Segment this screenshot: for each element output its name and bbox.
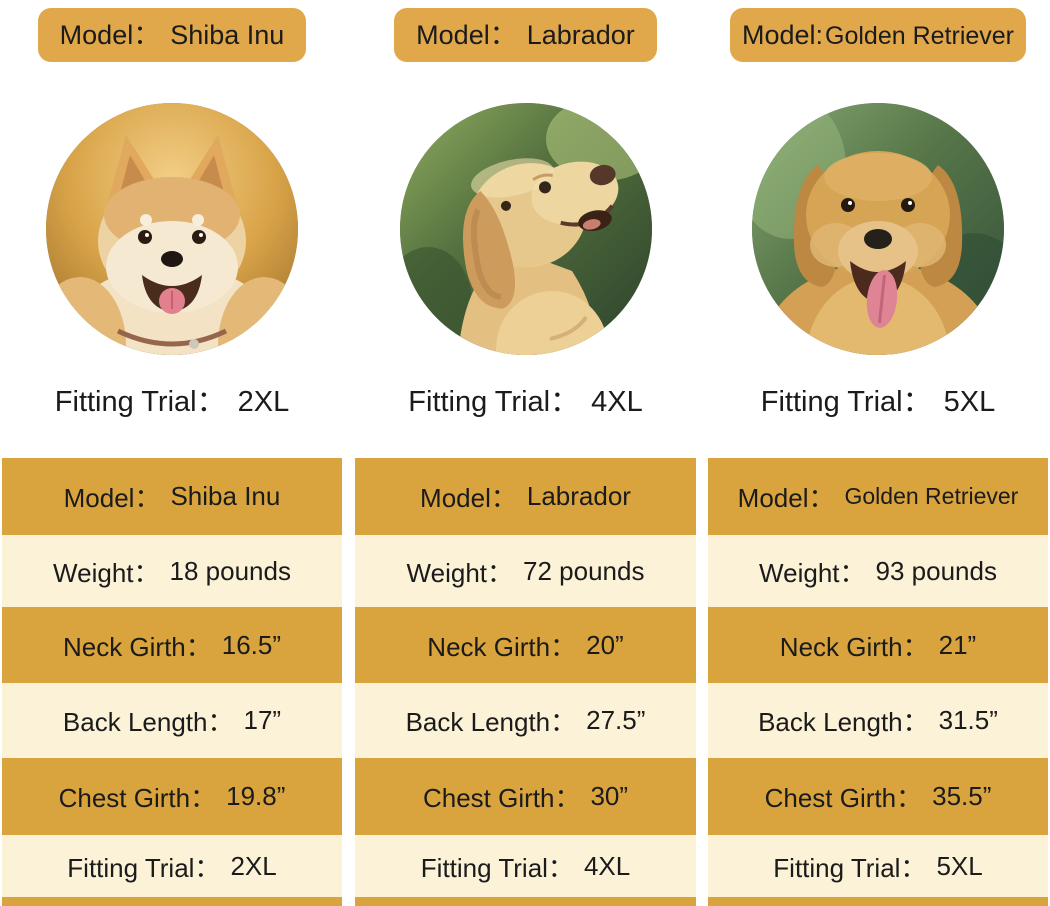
fitting-trial-value: 5XL — [943, 386, 996, 418]
model-badge-value: Shiba Inu — [170, 20, 285, 50]
model-badge: Model:Golden Retriever — [729, 8, 1027, 62]
row-value: 31.5” — [938, 705, 998, 735]
column-labrador: Model： Labrador — [355, 0, 696, 906]
row-label: Back Length： — [62, 707, 234, 737]
model-badge-label: Model： — [59, 20, 161, 50]
labrador-photo — [399, 103, 652, 355]
table-row-weight: Weight： 72 pounds — [355, 535, 696, 607]
table-row-weight: Weight： 93 pounds — [708, 535, 1048, 607]
row-label: Fitting Trial： — [67, 852, 221, 883]
table-row-weight: Weight： 18 pounds — [2, 535, 342, 607]
model-badge-value: Labrador — [526, 20, 635, 50]
table-row-chest-girth: Chest Girth： 30” — [355, 758, 696, 835]
model-badge-label: Model： — [416, 20, 517, 50]
model-badge-wrap: Model:Golden Retriever — [708, 8, 1048, 62]
table-row-back-length: Back Length： 17” — [2, 683, 342, 758]
model-badge: Model： Labrador — [394, 8, 657, 62]
row-value: Shiba Inu — [170, 481, 281, 511]
size-table-golden-retriever: Model： Golden Retriever Weight： 93 pounds … — [708, 458, 1048, 906]
row-label: Chest Girth： — [58, 783, 217, 813]
fitting-trial-label: Fitting Trial： — [408, 386, 580, 418]
size-table-labrador: Model： Labrador Weight： 72 pounds Neck Gir… — [355, 458, 696, 906]
table-row-fitting-trial: Fitting Trial： 5XL — [708, 835, 1048, 897]
fitting-trial-value: 4XL — [591, 386, 643, 418]
row-value: 21” — [938, 629, 977, 660]
row-label: Neck Girth： — [427, 631, 577, 662]
row-label: Weight： — [759, 557, 866, 588]
fitting-trial-label: Fitting Trial： — [54, 386, 226, 418]
table-row-back-length: Back Length： 27.5” — [355, 683, 696, 758]
row-value: 4XL — [583, 850, 631, 881]
row-value: 2XL — [230, 850, 277, 881]
model-badge-wrap: Model： Shiba Inu — [2, 8, 342, 62]
model-badge-wrap: Model： Labrador — [355, 8, 696, 62]
table-row-cutoff — [355, 897, 696, 906]
row-value: 93 pounds — [875, 555, 997, 586]
row-label: Chest Girth： — [422, 783, 581, 813]
table-row-fitting-trial: Fitting Trial： 4XL — [355, 835, 696, 897]
model-badge-value: Golden Retriever — [825, 22, 1015, 50]
row-value: 16.5” — [221, 629, 282, 660]
row-label: Chest Girth： — [764, 783, 923, 813]
table-row-neck-girth: Neck Girth： 21” — [708, 607, 1048, 683]
row-value: Golden Retriever — [844, 483, 1019, 509]
golden-retriever-photo — [752, 103, 1004, 355]
column-shiba-inu: Model： Shiba Inu — [2, 0, 342, 906]
row-label: Model： — [63, 483, 161, 513]
size-table-shiba-inu: Model： Shiba Inu Weight： 18 pounds Neck Gi… — [2, 458, 342, 906]
fitting-trial-label: Fitting Trial： — [760, 386, 932, 418]
table-row-back-length: Back Length： 31.5” — [708, 683, 1048, 758]
table-row-fitting-trial: Fitting Trial： 2XL — [2, 835, 342, 897]
fitting-trial-line: Fitting Trial： 2XL — [2, 378, 342, 420]
table-row-cutoff — [2, 897, 342, 906]
column-golden-retriever: Model:Golden Retriever — [708, 0, 1048, 906]
table-row-neck-girth: Neck Girth： 16.5” — [2, 607, 342, 683]
fitting-trial-line: Fitting Trial： 5XL — [708, 378, 1048, 420]
row-label: Weight： — [406, 557, 513, 588]
row-label: Model： — [420, 483, 517, 513]
row-label: Back Length： — [758, 707, 929, 737]
model-badge-label: Model: — [741, 20, 824, 50]
row-label: Neck Girth： — [62, 631, 212, 662]
row-value: 30” — [590, 781, 629, 811]
row-value: 72 pounds — [523, 555, 645, 586]
row-value: Labrador — [526, 481, 631, 511]
row-value: 18 pounds — [169, 555, 291, 586]
row-label: Back Length： — [405, 707, 577, 737]
table-row-neck-girth: Neck Girth： 20” — [355, 607, 696, 683]
table-row-model: Model： Shiba Inu — [2, 458, 342, 535]
table-row-model: Model： Golden Retriever — [708, 458, 1048, 535]
row-value: 20” — [586, 629, 624, 660]
row-value: 5XL — [936, 850, 983, 881]
fitting-trial-value: 2XL — [237, 386, 290, 418]
row-label: Fitting Trial： — [773, 852, 927, 883]
row-label: Fitting Trial： — [420, 852, 574, 883]
model-badge: Model： Shiba Inu — [37, 8, 307, 62]
row-label: Weight： — [53, 557, 160, 588]
table-row-cutoff — [708, 897, 1048, 906]
row-value: 27.5” — [586, 705, 646, 735]
row-label: Neck Girth： — [779, 631, 929, 662]
shiba-inu-photo — [46, 103, 298, 355]
table-row-chest-girth: Chest Girth： 19.8” — [2, 758, 342, 835]
row-value: 17” — [243, 705, 282, 735]
row-label: Model： — [737, 483, 835, 513]
table-row-chest-girth: Chest Girth： 35.5” — [708, 758, 1048, 835]
table-row-model: Model： Labrador — [355, 458, 696, 535]
row-value: 19.8” — [226, 781, 286, 811]
fitting-trial-line: Fitting Trial： 4XL — [355, 378, 696, 420]
row-value: 35.5” — [932, 781, 992, 811]
